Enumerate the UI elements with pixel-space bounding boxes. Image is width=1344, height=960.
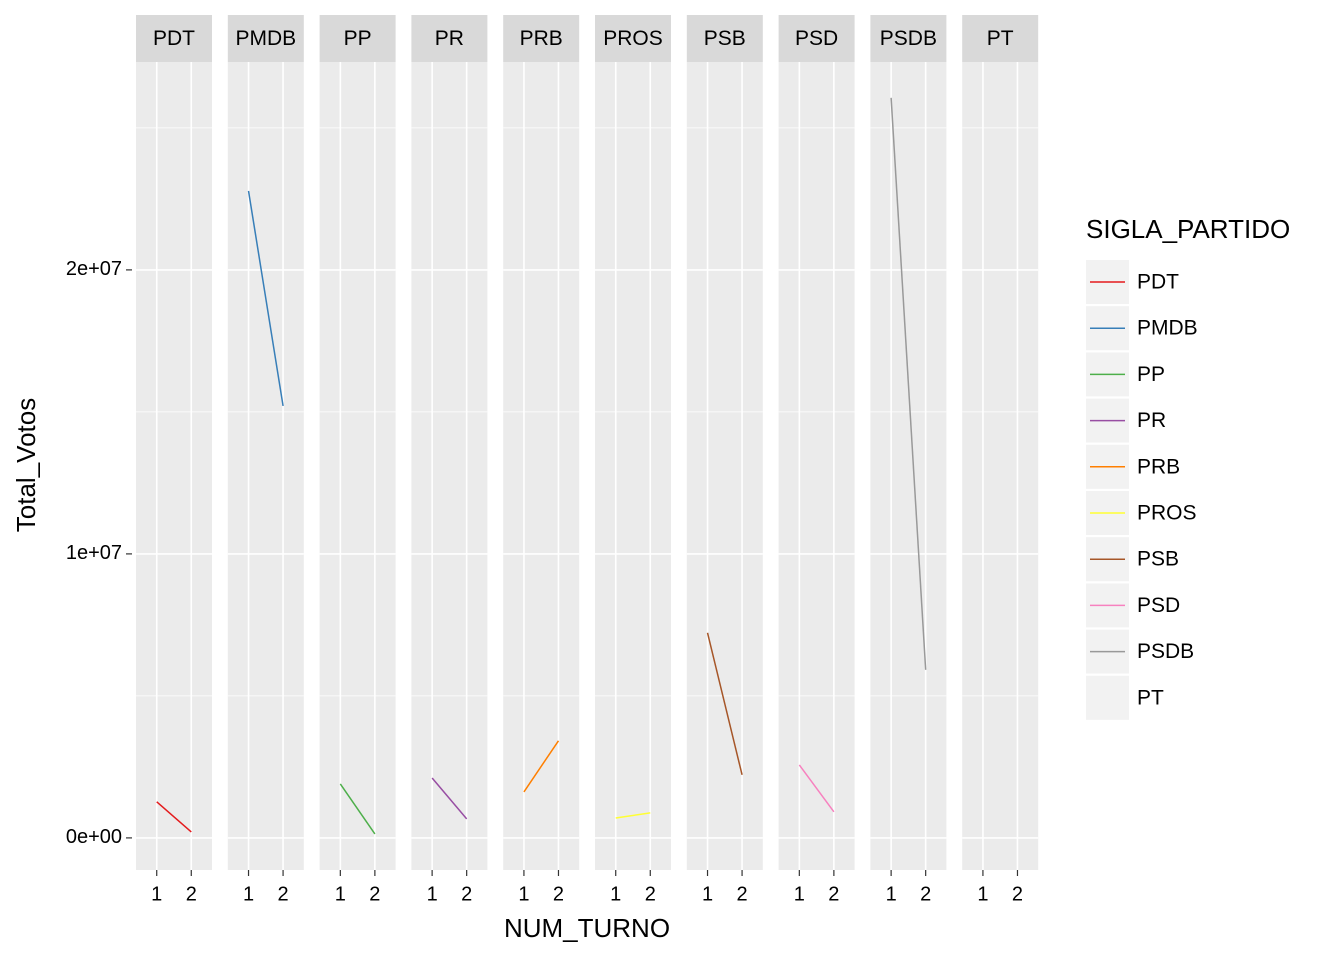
panel	[870, 62, 947, 870]
x-tick-label: 1	[243, 883, 254, 905]
series-line	[798, 764, 835, 813]
legend-label: PSB	[1137, 548, 1179, 571]
x-tick-label: 2	[828, 883, 839, 905]
strip-label: PRB	[520, 27, 563, 50]
legend-label: PRB	[1137, 455, 1180, 478]
panel	[227, 62, 304, 870]
x-tick-label: 1	[794, 883, 805, 905]
x-tick-label: 1	[518, 883, 529, 905]
strip-label: PT	[987, 27, 1014, 50]
x-tick-label: 1	[427, 883, 438, 905]
strip-label: PSDB	[880, 27, 937, 50]
strip-label: PROS	[603, 27, 663, 50]
panel	[411, 62, 488, 870]
legend-label: PT	[1137, 686, 1164, 709]
panel	[595, 62, 671, 870]
x-tick-label: 2	[186, 883, 197, 905]
legend-label: PMDB	[1137, 317, 1198, 340]
strip	[136, 15, 212, 62]
strip	[962, 15, 1039, 62]
strip-label: PR	[435, 27, 464, 50]
strip	[227, 15, 304, 62]
panel	[962, 62, 1039, 870]
strip	[503, 15, 580, 62]
strip-label: PMDB	[235, 27, 296, 50]
panel	[319, 62, 396, 870]
x-tick-label: 2	[461, 883, 472, 905]
x-tick-label: 1	[886, 883, 897, 905]
legend-label: PR	[1137, 409, 1166, 432]
strip-label: PDT	[153, 27, 195, 50]
series-line	[247, 190, 284, 407]
series-line	[156, 801, 192, 833]
panel	[503, 62, 580, 870]
x-tick-label: 2	[1012, 883, 1023, 905]
series-line	[431, 777, 468, 820]
x-tick-label: 2	[737, 883, 748, 905]
x-tick-label: 1	[610, 883, 621, 905]
x-tick-label: 1	[335, 883, 346, 905]
y-axis-title: Total_Votos	[11, 398, 41, 532]
legend-label: PP	[1137, 363, 1165, 386]
y-tick-label: 2e+07	[66, 258, 122, 280]
x-tick-label: 2	[920, 883, 931, 905]
series-line	[706, 632, 743, 776]
legend-label: PROS	[1137, 502, 1197, 525]
strip	[411, 15, 488, 62]
strip-label: PP	[344, 27, 372, 50]
series-line	[890, 97, 927, 670]
strip	[686, 15, 763, 62]
panel	[136, 62, 212, 870]
series-line	[523, 740, 560, 793]
x-tick-label: 2	[553, 883, 564, 905]
strip	[870, 15, 947, 62]
legend-key	[1086, 675, 1129, 720]
strip-label: PSB	[704, 27, 746, 50]
strip	[595, 15, 671, 62]
legend-label: PSD	[1137, 594, 1180, 617]
strip	[319, 15, 396, 62]
y-tick-label: 1e+07	[66, 542, 122, 564]
x-tick-label: 2	[278, 883, 289, 905]
x-axis-title: NUM_TURNO	[504, 913, 670, 943]
y-tick-label: 0e+00	[66, 826, 122, 848]
x-tick-label: 1	[977, 883, 988, 905]
x-tick-label: 2	[645, 883, 656, 905]
x-tick-label: 1	[702, 883, 713, 905]
legend-label: PDT	[1137, 271, 1179, 294]
panel	[778, 62, 855, 870]
strip	[778, 15, 855, 62]
x-tick-label: 1	[151, 883, 162, 905]
strip-label: PSD	[795, 27, 838, 50]
series-line	[615, 812, 651, 819]
legend-label: PSDB	[1137, 640, 1194, 663]
panel	[686, 62, 763, 870]
legend-title: SIGLA_PARTIDO	[1086, 214, 1290, 244]
x-tick-label: 2	[369, 883, 380, 905]
series-line	[339, 783, 376, 835]
